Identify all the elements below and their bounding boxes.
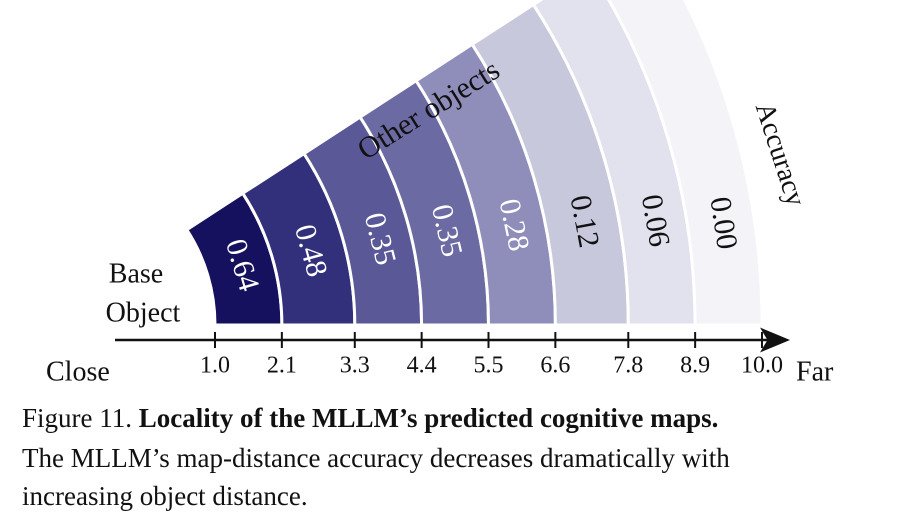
x-tick-label: 7.8 <box>613 353 643 379</box>
x-tick-label: 10.0 <box>741 353 783 379</box>
value-label: 0.00 <box>703 195 743 252</box>
near-label: Close <box>46 356 110 387</box>
fan: 0.64 0.48 0.35 0.35 0.28 0.12 0.06 0.00 <box>184 0 764 327</box>
base-label: Object <box>106 297 181 328</box>
x-tick-label: 8.9 <box>680 353 710 379</box>
x-tick-label: 4.4 <box>407 353 437 379</box>
band <box>607 0 764 327</box>
caption-line: Figure 11. Locality of the MLLM’s predic… <box>22 403 718 433</box>
x-tick-label: 1.0 <box>200 353 230 379</box>
caption-number: Figure 11. <box>22 403 132 433</box>
x-tick-label: 2.1 <box>267 353 297 379</box>
value-axis-label: Accuracy <box>749 99 812 211</box>
x-tick-label: 3.3 <box>340 353 370 379</box>
x-tick-label: 6.6 <box>540 353 570 379</box>
base-label: Base <box>109 258 163 289</box>
caption-line: The MLLM’s map-distance accuracy decreas… <box>22 443 730 473</box>
x-tick-label: 5.5 <box>474 353 504 379</box>
caption-line: increasing object distance. <box>22 481 308 511</box>
caption-title: Locality of the MLLM’s predicted cogniti… <box>139 403 719 433</box>
far-label: Far <box>796 356 834 387</box>
